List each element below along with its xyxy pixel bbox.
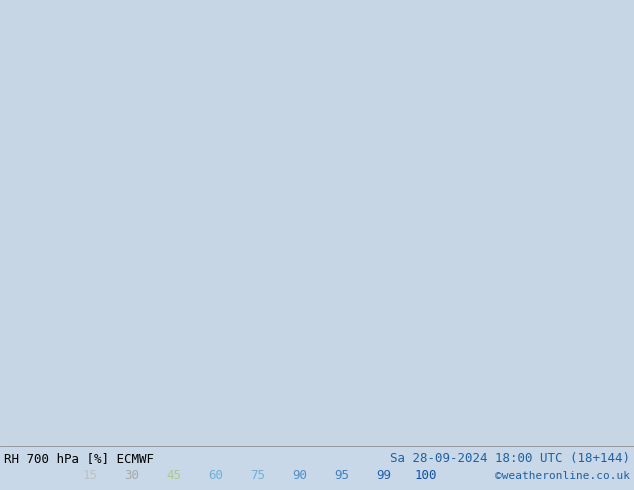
Text: 99: 99 [377, 469, 392, 483]
Text: Sa 28-09-2024 18:00 UTC (18+144): Sa 28-09-2024 18:00 UTC (18+144) [390, 452, 630, 465]
Text: 30: 30 [124, 469, 139, 483]
Text: 15: 15 [82, 469, 98, 483]
Text: ©weatheronline.co.uk: ©weatheronline.co.uk [495, 471, 630, 481]
Text: 60: 60 [209, 469, 224, 483]
Text: 95: 95 [335, 469, 349, 483]
Text: 100: 100 [415, 469, 437, 483]
Text: 45: 45 [167, 469, 181, 483]
Text: 75: 75 [250, 469, 266, 483]
Text: RH 700 hPa [%] ECMWF: RH 700 hPa [%] ECMWF [4, 452, 154, 465]
Text: 90: 90 [292, 469, 307, 483]
